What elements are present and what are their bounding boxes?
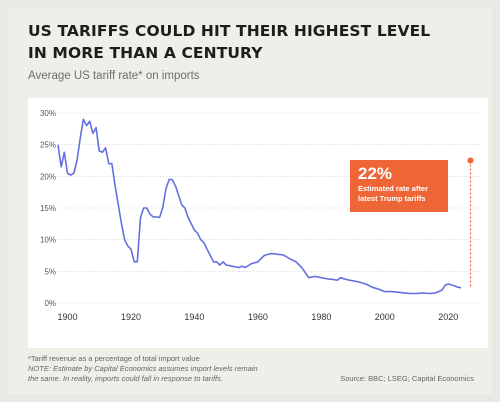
y-tick-label: 20% xyxy=(40,172,56,181)
title-line-2: IN MORE THAN A CENTURY xyxy=(28,44,263,62)
x-tick-label: 1900 xyxy=(58,312,78,322)
footnote-note: NOTE: Estimate by Capital Economics assu… xyxy=(28,364,298,384)
x-tick-label: 1920 xyxy=(121,312,141,322)
callout-value: 22% xyxy=(358,164,393,183)
x-tick-label: 1940 xyxy=(184,312,204,322)
y-tick-label: 30% xyxy=(40,109,56,118)
x-tick-label: 2000 xyxy=(375,312,395,322)
footnote-definition: *Tariff revenue as a percentage of total… xyxy=(28,354,200,363)
title-line-1: US TARIFFS COULD HIT THEIR HIGHEST LEVEL xyxy=(28,22,431,40)
callout-text-1: Estimated rate after xyxy=(358,184,429,193)
y-tick-label: 25% xyxy=(40,141,56,150)
estimate-callout: 22% Estimated rate after latest Trump ta… xyxy=(350,160,448,212)
y-tick-label: 15% xyxy=(40,204,56,213)
estimate-point xyxy=(467,157,474,164)
chart-card: US TARIFFS COULD HIT THEIR HIGHEST LEVEL… xyxy=(8,8,492,394)
y-tick-label: 10% xyxy=(40,236,56,245)
callout-text-2: latest Trump tariffs xyxy=(358,194,426,203)
series-line xyxy=(57,118,462,295)
line-chart: 0% 5% 10% 15% 20% 25% 30% 1900 1920 1940 1960 1980 2… xyxy=(40,109,480,322)
source-credit: Source: BBC; LSEG; Capital Economics xyxy=(340,374,474,383)
x-tick-label: 1980 xyxy=(311,312,331,322)
chart-title: US TARIFFS COULD HIT THEIR HIGHEST LEVEL… xyxy=(28,20,478,64)
y-tick-label: 0% xyxy=(44,299,56,308)
footnote-note-line-2: the same. In reality, imports could fall… xyxy=(28,374,223,383)
x-tick-label: 2020 xyxy=(438,312,458,322)
footnote-note-line-1: NOTE: Estimate by Capital Economics assu… xyxy=(28,364,258,373)
plot-area: 0% 5% 10% 15% 20% 25% 30% 1900 1920 1940 1960 1980 2… xyxy=(28,98,488,348)
y-tick-label: 5% xyxy=(44,267,56,276)
chart-subtitle: Average US tariff rate* on imports xyxy=(28,70,200,82)
x-tick-label: 1960 xyxy=(248,312,268,322)
